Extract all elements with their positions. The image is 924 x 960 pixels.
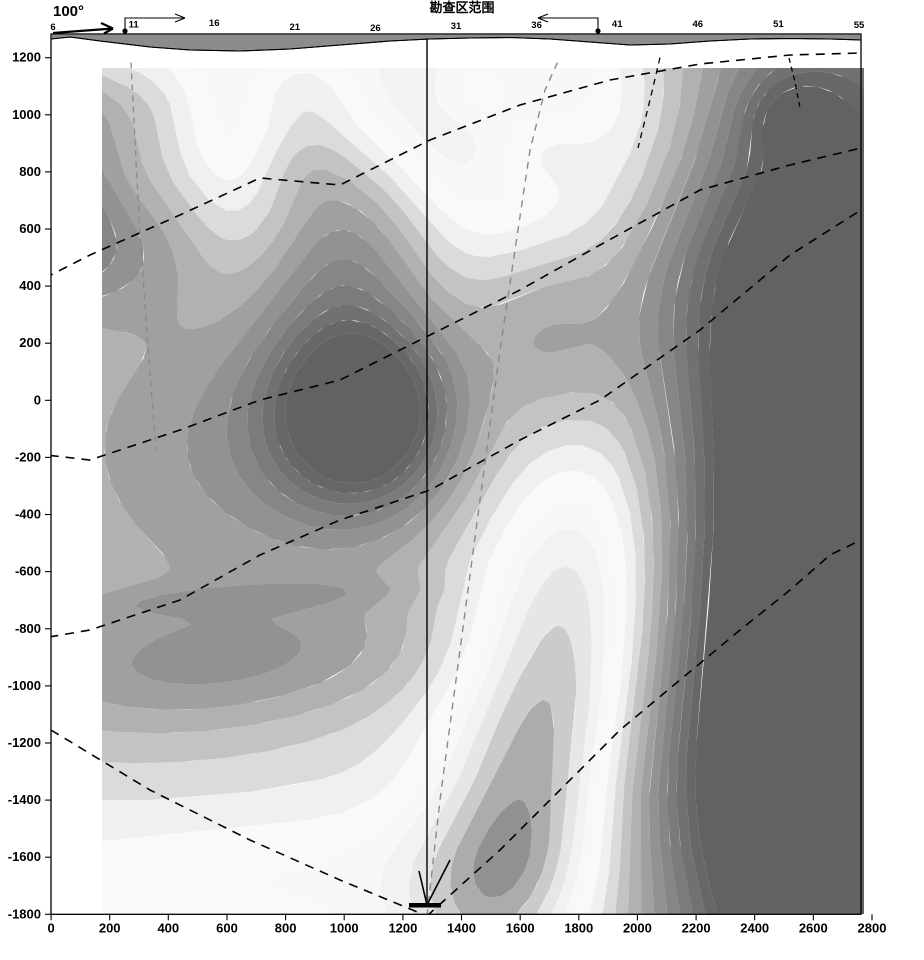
svg-text:36: 36: [531, 20, 542, 31]
svg-text:勘查区范围: 勘查区范围: [429, 0, 494, 15]
svg-text:-600: -600: [15, 564, 41, 579]
svg-text:0: 0: [34, 392, 41, 407]
svg-text:41: 41: [612, 19, 623, 30]
svg-text:100°: 100°: [53, 3, 84, 20]
svg-text:46: 46: [693, 19, 704, 30]
svg-text:800: 800: [275, 920, 297, 935]
svg-text:51: 51: [773, 19, 784, 30]
svg-text:200: 200: [19, 335, 41, 350]
svg-text:0: 0: [47, 920, 54, 935]
svg-text:-1600: -1600: [8, 849, 41, 864]
svg-text:-1800: -1800: [8, 906, 41, 921]
svg-text:400: 400: [19, 278, 41, 293]
svg-text:2200: 2200: [682, 920, 711, 935]
svg-text:6: 6: [50, 22, 55, 33]
svg-text:1200: 1200: [388, 920, 417, 935]
svg-text:-400: -400: [15, 507, 41, 522]
svg-text:-800: -800: [15, 621, 41, 636]
svg-text:-1200: -1200: [8, 735, 41, 750]
svg-text:1400: 1400: [447, 920, 476, 935]
svg-text:31: 31: [451, 21, 462, 32]
svg-text:11: 11: [129, 20, 140, 31]
svg-text:1200: 1200: [12, 50, 41, 65]
svg-text:-200: -200: [15, 449, 41, 464]
svg-text:16: 16: [209, 18, 220, 29]
svg-text:-1000: -1000: [8, 678, 41, 693]
svg-text:1000: 1000: [330, 920, 359, 935]
svg-text:1000: 1000: [12, 107, 41, 122]
svg-text:55: 55: [854, 20, 865, 31]
svg-text:2400: 2400: [740, 920, 769, 935]
svg-text:2800: 2800: [858, 920, 887, 935]
svg-text:2600: 2600: [799, 920, 828, 935]
svg-text:400: 400: [157, 920, 179, 935]
svg-text:600: 600: [216, 920, 238, 935]
svg-text:21: 21: [290, 22, 301, 33]
svg-text:2000: 2000: [623, 920, 652, 935]
svg-text:800: 800: [19, 164, 41, 179]
svg-text:600: 600: [19, 221, 41, 236]
svg-text:-1400: -1400: [8, 792, 41, 807]
svg-text:26: 26: [370, 23, 381, 34]
svg-text:200: 200: [99, 920, 121, 935]
svg-text:1800: 1800: [564, 920, 593, 935]
svg-text:1600: 1600: [506, 920, 535, 935]
